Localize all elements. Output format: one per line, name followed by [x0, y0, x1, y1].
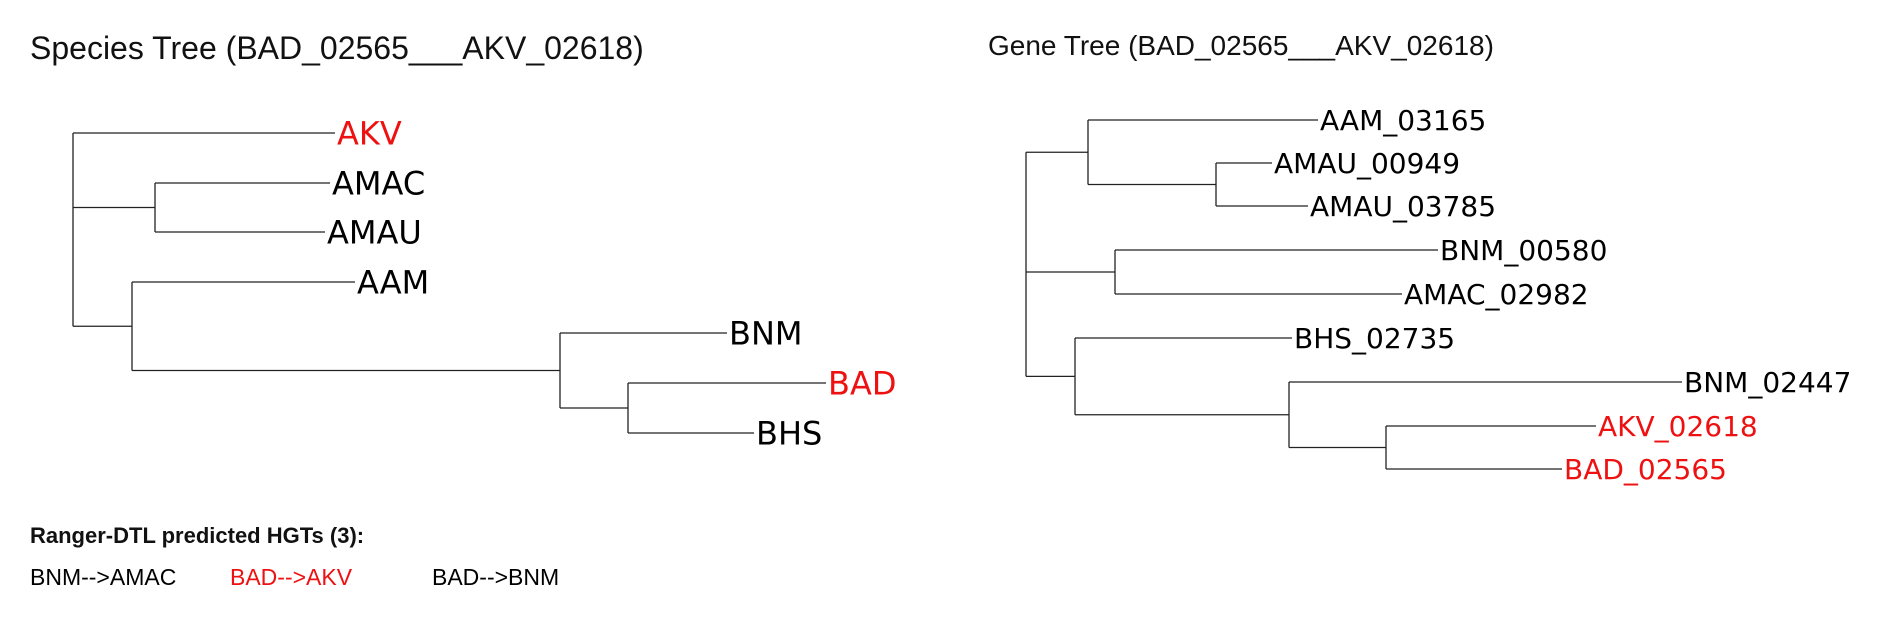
gene-leaf-bad_02565: BAD_02565	[1564, 453, 1727, 486]
species-tree-branches	[72, 132, 826, 434]
gene-tree-branches	[1025, 119, 1682, 470]
species-leaf-bad: BAD	[828, 365, 896, 403]
species-leaf-aam: AAM	[357, 264, 429, 302]
species-leaf-amac: AMAC	[332, 165, 425, 203]
gene-leaf-amac_02982: AMAC_02982	[1404, 278, 1589, 311]
gene-leaf-aam_03165: AAM_03165	[1320, 104, 1486, 137]
gene-leaf-amau_00949: AMAU_00949	[1274, 147, 1460, 180]
gene-leaf-bnm_02447: BNM_02447	[1684, 366, 1851, 399]
gene-leaf-bnm_00580: BNM_00580	[1440, 234, 1607, 267]
hgt-heading: Ranger-DTL predicted HGTs (3):	[30, 523, 365, 548]
species-leaf-bhs: BHS	[756, 415, 822, 453]
hgt-item-2: BAD-->AKV	[230, 564, 353, 590]
species-leaf-amau: AMAU	[327, 214, 422, 252]
gene-tree-title: Gene Tree (BAD_02565___AKV_02618)	[988, 30, 1494, 61]
gene-leaf-bhs_02735: BHS_02735	[1294, 322, 1455, 355]
species-leaf-akv: AKV	[337, 115, 402, 153]
gene-leaf-akv_02618: AKV_02618	[1598, 410, 1758, 443]
species-tree-title: Species Tree (BAD_02565___AKV_02618)	[30, 30, 644, 66]
gene-tree-leaves: AAM_03165 AMAU_00949 AMAU_03785 BNM_00580 AM…	[1274, 104, 1851, 486]
gene-leaf-amau_03785: AMAU_03785	[1310, 190, 1496, 223]
hgt-item-1: BNM-->AMAC	[30, 564, 177, 590]
hgt-item-3: BAD-->BNM	[432, 564, 560, 590]
species-leaf-bnm: BNM	[729, 315, 803, 353]
